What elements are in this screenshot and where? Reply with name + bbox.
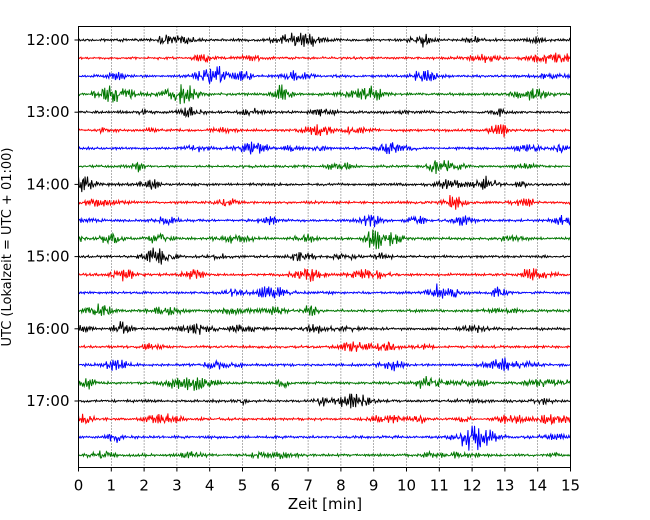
trace-165min <box>78 229 571 250</box>
trace-105min <box>78 160 571 175</box>
trace-270min <box>78 357 571 372</box>
x-tick-label: 13 <box>495 477 514 495</box>
trace-180min <box>78 247 571 265</box>
trace-45min <box>78 84 571 105</box>
y-tick-label: 13:00 <box>26 103 69 121</box>
trace-315min <box>78 413 571 426</box>
y-tick-label: 14:00 <box>26 175 69 193</box>
y-tick-label: 12:00 <box>26 31 69 49</box>
x-tick-label: 7 <box>303 477 313 495</box>
trace-15min <box>78 52 571 64</box>
trace-210min <box>78 283 571 299</box>
trace-120min <box>78 175 571 193</box>
x-tick-label: 0 <box>74 477 84 495</box>
trace-150min <box>78 213 571 228</box>
x-tick-label: 6 <box>271 477 281 495</box>
x-tick-label: 8 <box>336 477 346 495</box>
y-axis: 12:00 13:00 14:00 15:00 16:00 17:00 <box>26 31 79 410</box>
trace-240min <box>78 321 571 335</box>
x-tick-label: 14 <box>528 477 547 495</box>
trace-300min <box>78 393 571 409</box>
trace-30min <box>78 66 571 84</box>
y-tick-label: 17:00 <box>26 392 69 410</box>
trace-135min <box>78 195 571 210</box>
trace-330min <box>78 425 571 451</box>
trace-285min <box>78 375 571 391</box>
trace-0min <box>78 32 571 48</box>
trace-255min <box>78 341 571 352</box>
x-tick-label: 9 <box>369 477 379 495</box>
x-axis-label: Zeit [min] <box>288 495 362 513</box>
x-tick-label: 4 <box>205 477 215 495</box>
y-tick-label: 16:00 <box>26 320 69 338</box>
plot-frame <box>78 26 571 468</box>
trace-group <box>78 32 571 460</box>
trace-75min <box>78 124 571 138</box>
trace-90min <box>78 141 571 155</box>
trace-195min <box>78 268 571 282</box>
x-tick-label: 3 <box>172 477 182 495</box>
x-tick-label: 2 <box>139 477 149 495</box>
x-tick-label: 15 <box>561 477 580 495</box>
x-tick-label: 1 <box>107 477 117 495</box>
x-axis: 0 1 2 3 4 5 6 7 8 9 10 11 12 13 14 15 <box>74 467 580 495</box>
trace-345min <box>78 449 571 460</box>
trace-225min <box>78 303 571 317</box>
y-tick-label: 15:00 <box>26 248 69 266</box>
x-tick-label: 10 <box>397 477 416 495</box>
x-tick-label: 5 <box>238 477 248 495</box>
y-axis-label: UTC (Lokalzeit = UTC + 01:00) <box>0 148 15 347</box>
trace-60min <box>78 106 571 119</box>
x-tick-label: 11 <box>430 477 449 495</box>
x-tick-label: 12 <box>463 477 482 495</box>
